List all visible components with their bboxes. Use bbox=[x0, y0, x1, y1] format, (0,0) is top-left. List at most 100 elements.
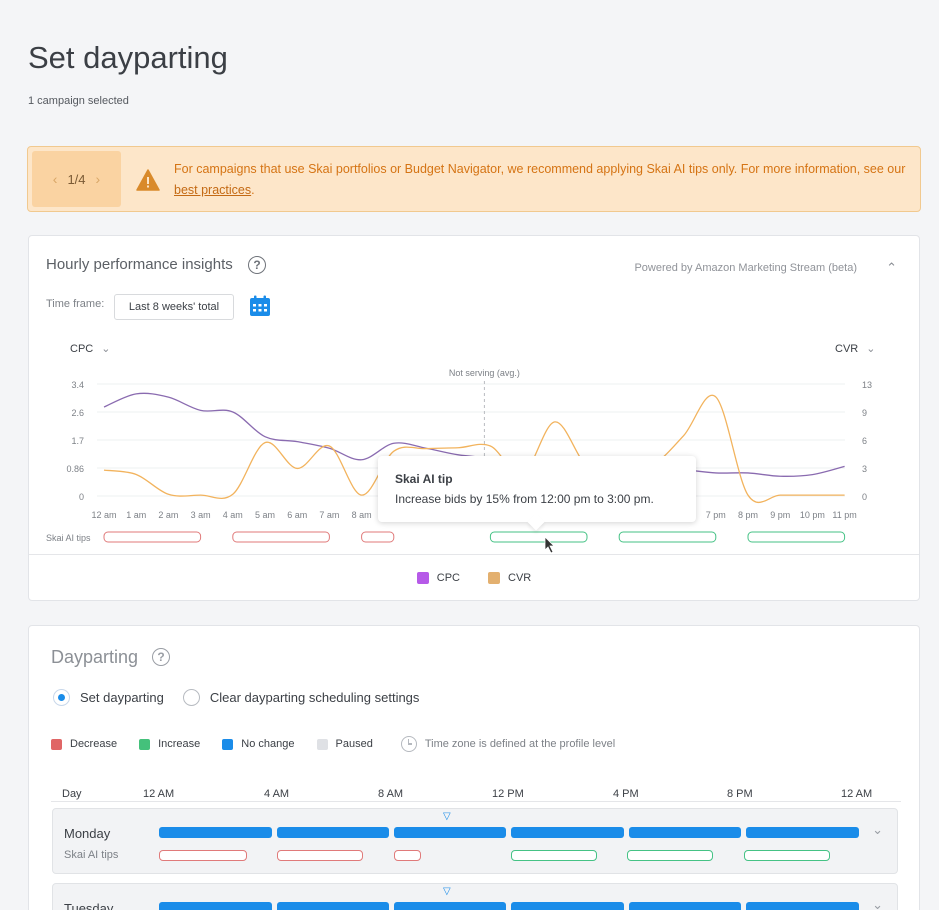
dayparting-card: Dayparting ? Set dayparting Clear daypar… bbox=[28, 625, 920, 910]
performance-chart: 3.4 2.6 1.7 0.86 0 13 9 6 3 0 Not serving (avg.) 12… bbox=[46, 368, 872, 554]
legend-label: Increase bbox=[158, 738, 201, 750]
timeframe-select[interactable]: Last 8 weeks' total bbox=[114, 294, 234, 320]
banner-suffix: . bbox=[251, 183, 255, 197]
ai-tip-decrease bbox=[361, 531, 395, 543]
hour-label: 4 PM bbox=[613, 788, 639, 800]
ai-tip-increase[interactable] bbox=[627, 850, 713, 861]
x-tick-label: 9 pm bbox=[770, 510, 790, 520]
x-tick-label: 6 am bbox=[287, 510, 307, 520]
schedule-block[interactable] bbox=[159, 827, 272, 838]
y-right-tick: 6 bbox=[862, 436, 867, 446]
banner-message: For campaigns that use Skai portfolios o… bbox=[174, 159, 914, 201]
not-serving-label: Not serving (avg.) bbox=[449, 368, 520, 378]
timezone-note: Time zone is defined at the profile leve… bbox=[424, 738, 616, 750]
legend-increase: Increase bbox=[139, 738, 200, 750]
schedule-block[interactable] bbox=[394, 902, 506, 910]
right-metric-select[interactable]: CVR ⌄ bbox=[835, 342, 875, 356]
calendar-icon[interactable] bbox=[249, 295, 271, 317]
legend-label: No change bbox=[241, 738, 295, 750]
x-tick-label: 8 pm bbox=[738, 510, 758, 520]
x-tick-label: 8 am bbox=[352, 510, 372, 520]
chevron-right-icon[interactable]: › bbox=[95, 171, 101, 187]
help-icon[interactable]: ? bbox=[152, 648, 170, 666]
banner-text: For campaigns that use Skai portfolios o… bbox=[174, 162, 906, 176]
left-metric-label: CPC bbox=[70, 342, 94, 355]
schedule-block[interactable] bbox=[159, 902, 272, 910]
y-left-tick: 2.6 bbox=[71, 408, 84, 418]
skai-tips-label: Skai AI tips bbox=[64, 849, 119, 861]
swatch bbox=[139, 738, 151, 750]
ai-tip-increase bbox=[747, 531, 846, 543]
swatch bbox=[222, 738, 234, 750]
legend-no-change: No change bbox=[222, 738, 295, 750]
chevron-down-icon: ⌄ bbox=[101, 343, 111, 355]
schedule-block[interactable] bbox=[746, 902, 859, 910]
x-tick-label: 12 am bbox=[91, 510, 116, 520]
radio-set-dayparting[interactable] bbox=[53, 689, 70, 706]
legend-decrease: Decrease bbox=[51, 738, 117, 750]
chevron-up-icon[interactable]: ⌃ bbox=[886, 260, 897, 275]
schedule-block[interactable] bbox=[746, 827, 859, 838]
legend-divider bbox=[29, 554, 919, 555]
legend-item-cpc[interactable]: CPC bbox=[416, 572, 460, 584]
legend-swatch bbox=[488, 572, 500, 584]
swatch bbox=[51, 738, 62, 750]
banner-pager: ‹ 1/4 › bbox=[32, 151, 121, 207]
schedule-block[interactable] bbox=[277, 827, 389, 838]
schedule-block[interactable] bbox=[629, 902, 741, 910]
status-legend: Decrease Increase No change Paused Time … bbox=[51, 736, 615, 752]
day-row-tuesday: ▽ Tuesday ⌄ bbox=[52, 883, 898, 910]
x-tick-label: 3 am bbox=[191, 510, 211, 520]
cursor-icon bbox=[544, 536, 555, 554]
legend-item-cvr[interactable]: CVR bbox=[488, 572, 531, 584]
campaign-count: 1 campaign selected bbox=[28, 95, 129, 107]
timeframe-label: Time frame: bbox=[46, 298, 105, 310]
schedule-block[interactable] bbox=[277, 902, 389, 910]
ai-tip-decrease[interactable] bbox=[159, 850, 247, 861]
day-column-label: Day bbox=[62, 788, 82, 800]
x-tick-label: 7 pm bbox=[706, 510, 726, 520]
x-tick-label: 4 am bbox=[223, 510, 243, 520]
skai-tips-label: Skai AI tips bbox=[46, 533, 91, 543]
best-practices-link[interactable]: best practices bbox=[174, 183, 252, 197]
x-tick-label: 10 pm bbox=[800, 510, 825, 520]
hour-label: 12 AM bbox=[841, 788, 873, 800]
tooltip-title: Skai AI tip bbox=[395, 472, 453, 486]
clock-icon bbox=[400, 736, 417, 752]
insights-title: Hourly performance insights bbox=[46, 256, 233, 273]
day-row-monday: ▽ Monday Skai AI tips ⌄ bbox=[52, 808, 898, 874]
series-line-cvr bbox=[103, 394, 845, 503]
radio-clear-label: Clear dayparting scheduling settings bbox=[209, 690, 420, 705]
schedule-block[interactable] bbox=[511, 902, 624, 910]
schedule-block[interactable] bbox=[394, 827, 506, 838]
ai-tip-decrease[interactable] bbox=[394, 850, 421, 861]
y-right-tick: 0 bbox=[862, 492, 867, 502]
recommendation-banner: ‹ 1/4 › For campaigns that use Skai port… bbox=[27, 146, 921, 212]
x-tick-label: 11 pm bbox=[832, 510, 856, 520]
radio-set-label: Set dayparting bbox=[80, 690, 164, 705]
hour-label: 4 AM bbox=[264, 788, 290, 800]
hourly-insights-card: Hourly performance insights ? Powered by… bbox=[28, 235, 920, 601]
ai-tip-decrease[interactable] bbox=[277, 850, 363, 861]
chevron-down-icon[interactable]: ⌄ bbox=[872, 897, 883, 910]
skai-tip-tooltip: Skai AI tip Increase bids by 15% from 12… bbox=[378, 456, 696, 531]
hour-label: 12 AM bbox=[143, 788, 175, 800]
chevron-left-icon[interactable]: ‹ bbox=[52, 171, 58, 187]
ai-tip-increase[interactable] bbox=[511, 850, 597, 861]
radio-clear-dayparting[interactable] bbox=[182, 689, 200, 706]
pager-count: 1/4 bbox=[67, 171, 86, 187]
header-divider bbox=[51, 801, 901, 802]
ai-tip-increase[interactable] bbox=[744, 850, 830, 861]
legend-label: CVR bbox=[508, 572, 532, 584]
legend-label: CPC bbox=[436, 572, 460, 584]
chevron-down-icon[interactable]: ⌄ bbox=[872, 822, 883, 837]
left-metric-select[interactable]: CPC ⌄ bbox=[70, 342, 111, 356]
y-right-tick: 3 bbox=[862, 464, 867, 474]
schedule-block[interactable] bbox=[511, 827, 624, 838]
warning-icon bbox=[136, 169, 160, 191]
schedule-block[interactable] bbox=[629, 827, 741, 838]
schedule-header: Day 12 AM 4 AM 8 AM 12 PM 4 PM 8 PM 12 A… bbox=[51, 788, 901, 804]
legend-paused: Paused bbox=[316, 738, 373, 750]
x-tick-label: 7 am bbox=[319, 510, 339, 520]
help-icon[interactable]: ? bbox=[248, 256, 266, 274]
